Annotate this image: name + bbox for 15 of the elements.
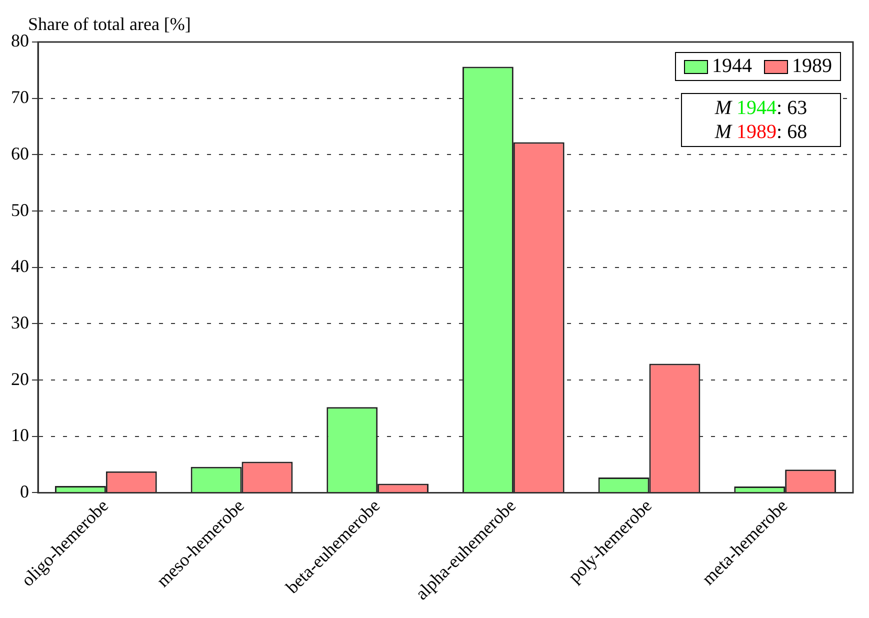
annotation: M 1989: 68 [714, 120, 808, 144]
legend-label: 1944 [712, 55, 752, 78]
y-tick-label: 70 [11, 87, 29, 108]
y-tick-label: 80 [11, 30, 29, 51]
y-tick-label: 20 [11, 368, 29, 389]
y-tick-label: 60 [11, 143, 29, 164]
y-tick-label: 50 [11, 200, 29, 220]
y-tick-label: 40 [11, 256, 29, 276]
note-box: M 1944: 63 M 1989: 68 [681, 93, 841, 147]
annotation: M 1944: 63 [714, 96, 808, 120]
y-axis-title: Share of total area [%] [28, 14, 191, 34]
y-tick-label: 0 [20, 481, 29, 502]
y-tick-label: 30 [11, 312, 29, 332]
legend-label: 1989 [792, 55, 832, 78]
y-tick-label: 10 [11, 425, 29, 446]
